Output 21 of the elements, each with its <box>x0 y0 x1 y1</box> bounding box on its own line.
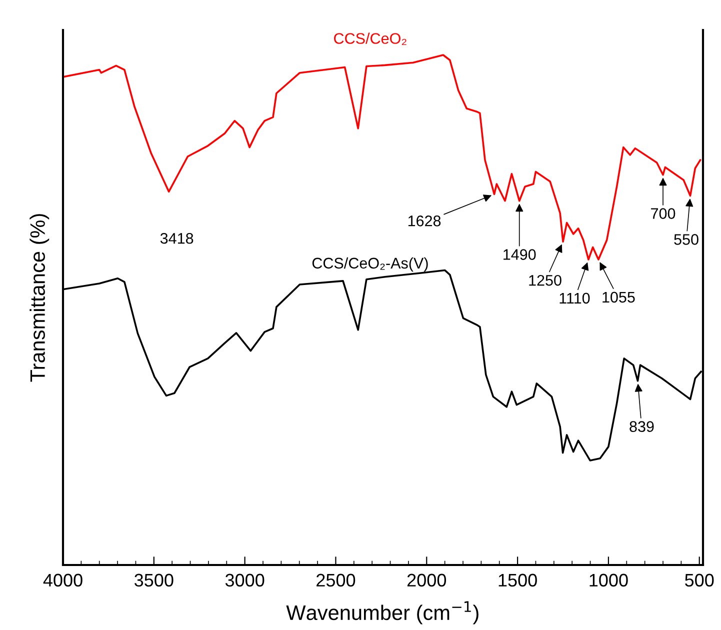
x-tick-label: 1000 <box>590 574 628 587</box>
x-tick-label: 3500 <box>134 574 174 587</box>
annotation: 1110 <box>560 292 590 304</box>
annotation: 550 <box>674 234 698 245</box>
annotation: 839 <box>630 421 654 432</box>
x-tick-label: 500 <box>685 574 714 587</box>
annotation: 1055 <box>602 292 635 303</box>
series-label: CCS/CeO₂ <box>334 32 406 46</box>
annotation: 700 <box>651 208 676 219</box>
x-tick-label: 2000 <box>407 574 446 587</box>
x-tick-label: 1500 <box>498 574 537 587</box>
annotation: 1628 <box>408 216 441 226</box>
x-tick-label: 3000 <box>225 574 264 587</box>
annotation: 1250 <box>529 274 562 286</box>
x-axis-title: Wavenumber (cm$^{−1}$) <box>286 601 478 624</box>
x-tick-label: 2500 <box>316 574 356 587</box>
annotation: 3418 <box>160 232 194 244</box>
x-tick-label: 4000 <box>43 574 82 587</box>
y-axis-title: Transmittance (%) <box>30 214 50 382</box>
annotation: 1490 <box>504 249 536 260</box>
series-label: CCS/CeO₂-As(V) <box>312 257 428 272</box>
